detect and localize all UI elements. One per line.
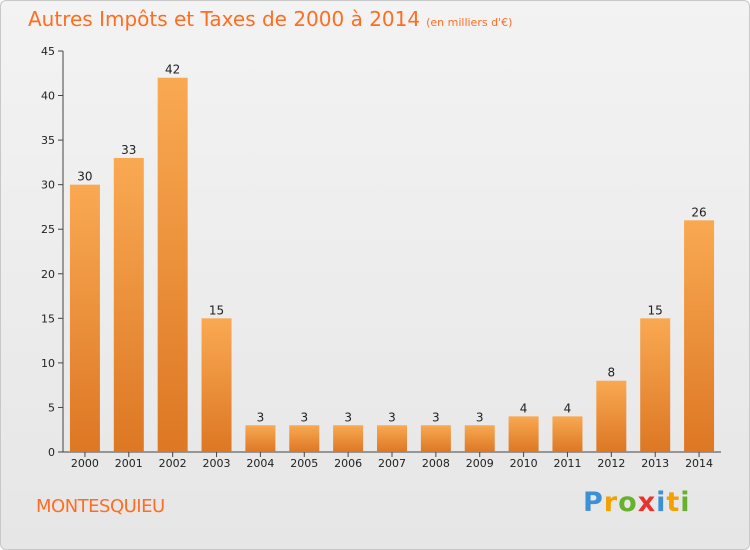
y-tick-label: 35: [41, 134, 55, 147]
value-label: 3: [344, 410, 352, 424]
value-label: 8: [608, 366, 616, 380]
bar: [113, 157, 144, 452]
bar: [157, 77, 188, 452]
y-tick-label: 10: [41, 357, 55, 370]
value-label: 3: [432, 410, 440, 424]
value-label: 3: [388, 410, 396, 424]
proxiti-logo: Proxiti: [583, 487, 691, 518]
x-tick-label: 2009: [466, 457, 494, 470]
x-tick-label: 2013: [641, 457, 669, 470]
value-label: 4: [564, 401, 572, 415]
x-tick-label: 2002: [159, 457, 187, 470]
logo-letter: r: [603, 487, 619, 518]
bar: [640, 318, 671, 452]
x-tick-label: 2004: [246, 457, 274, 470]
value-label: 42: [165, 63, 180, 77]
city-name: MONTESQUIEU: [36, 496, 165, 517]
bar: [684, 220, 715, 452]
bar: [377, 425, 407, 452]
logo-letter: o: [618, 487, 638, 518]
value-label: 26: [691, 205, 706, 219]
x-tick-label: 2010: [510, 457, 538, 470]
bar: [420, 425, 451, 452]
x-tick-label: 2008: [422, 457, 450, 470]
logo-letter: i: [680, 487, 691, 518]
bar: [596, 380, 627, 452]
bar: [508, 416, 539, 452]
x-tick-label: 2001: [115, 457, 143, 470]
bar: [245, 425, 276, 452]
value-label: 15: [209, 303, 224, 317]
logo-letter: P: [583, 487, 604, 518]
x-tick-label: 2011: [553, 457, 581, 470]
x-tick-label: 2000: [71, 457, 99, 470]
value-label: 3: [476, 410, 484, 424]
bar: [201, 318, 232, 452]
bar: [333, 425, 364, 452]
value-label: 15: [648, 303, 663, 317]
y-tick-label: 30: [41, 179, 55, 192]
bar: [464, 425, 495, 452]
logo-letter: x: [637, 487, 657, 518]
value-label: 3: [257, 410, 265, 424]
value-label: 3: [300, 410, 308, 424]
bar: [552, 416, 583, 452]
value-label: 30: [77, 170, 92, 184]
y-tick-label: 40: [41, 90, 55, 103]
x-tick-label: 2005: [290, 457, 318, 470]
y-tick-label: 25: [41, 223, 55, 236]
x-tick-label: 2014: [685, 457, 713, 470]
chart-unit: (en milliers d'€): [426, 16, 513, 29]
bar: [289, 425, 320, 452]
bar: [69, 184, 100, 452]
x-tick-label: 2003: [203, 457, 231, 470]
x-tick-label: 2012: [597, 457, 625, 470]
logo-letter: t: [666, 487, 681, 518]
value-label: 4: [520, 401, 528, 415]
y-tick-label: 15: [41, 312, 55, 325]
x-tick-label: 2006: [334, 457, 362, 470]
y-tick-label: 0: [48, 446, 55, 459]
logo-letter: i: [656, 487, 667, 518]
y-tick-label: 20: [41, 268, 55, 281]
value-label: 33: [121, 143, 136, 157]
y-tick-label: 45: [41, 45, 55, 58]
x-tick-label: 2007: [378, 457, 406, 470]
chart-title: Autres Impôts et Taxes de 2000 à 2014 (en…: [28, 7, 512, 31]
y-tick-label: 5: [48, 401, 55, 414]
chart-title-text: Autres Impôts et Taxes de 2000 à 2014: [28, 7, 421, 31]
